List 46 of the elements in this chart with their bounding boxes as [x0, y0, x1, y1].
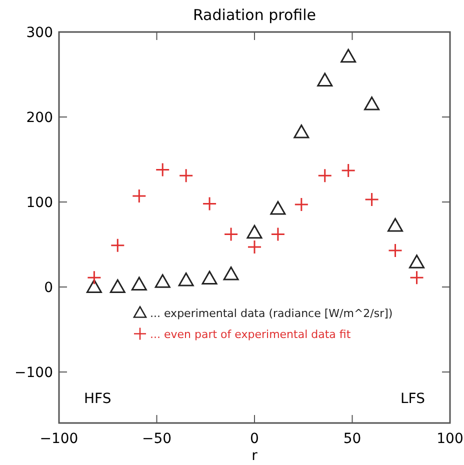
- point: [317, 72, 333, 86]
- point: [132, 188, 146, 204]
- point: [86, 279, 102, 293]
- y-tick-label: 0: [44, 280, 53, 296]
- x-tick-label: −50: [142, 431, 172, 447]
- x-tick-label: 0: [250, 431, 259, 447]
- point: [388, 243, 403, 258]
- point: [155, 162, 170, 177]
- point: [178, 272, 194, 286]
- point: [154, 274, 170, 288]
- x-tick-label: 50: [343, 431, 362, 447]
- point: [223, 266, 239, 280]
- point: [202, 270, 218, 284]
- y-tick-label: −100: [14, 365, 53, 381]
- point: [341, 163, 356, 178]
- legend-label: ... experimental data (radiance [W/m^2/sr]): [150, 306, 393, 320]
- point: [294, 197, 309, 212]
- chart-title: Radiation profile: [192, 6, 316, 24]
- point: [224, 227, 238, 242]
- x-tick-label: 100: [436, 431, 464, 447]
- x-axis-title: r: [252, 448, 258, 464]
- x-tick-label: −100: [40, 431, 78, 447]
- point: [270, 201, 286, 215]
- point: [246, 224, 262, 239]
- point: [110, 238, 125, 253]
- point: [86, 270, 102, 285]
- point: [131, 276, 147, 290]
- point: [388, 218, 404, 232]
- point: [270, 227, 286, 242]
- point: [410, 270, 424, 285]
- point: [409, 254, 425, 268]
- point: [364, 96, 380, 110]
- y-tick-label: 300: [26, 25, 53, 41]
- point: [294, 124, 310, 138]
- point: [247, 240, 262, 254]
- y-tick-label: 200: [26, 110, 53, 126]
- point: [202, 196, 217, 211]
- legend-label: ... even part of experimental data fit: [150, 328, 352, 341]
- point: [364, 192, 380, 207]
- point: [110, 279, 126, 293]
- point: [340, 48, 356, 63]
- point: [178, 168, 194, 183]
- annotation: HFS: [84, 391, 112, 407]
- point: [318, 168, 332, 183]
- annotation: LFS: [400, 391, 426, 407]
- y-tick-label: 100: [26, 195, 53, 211]
